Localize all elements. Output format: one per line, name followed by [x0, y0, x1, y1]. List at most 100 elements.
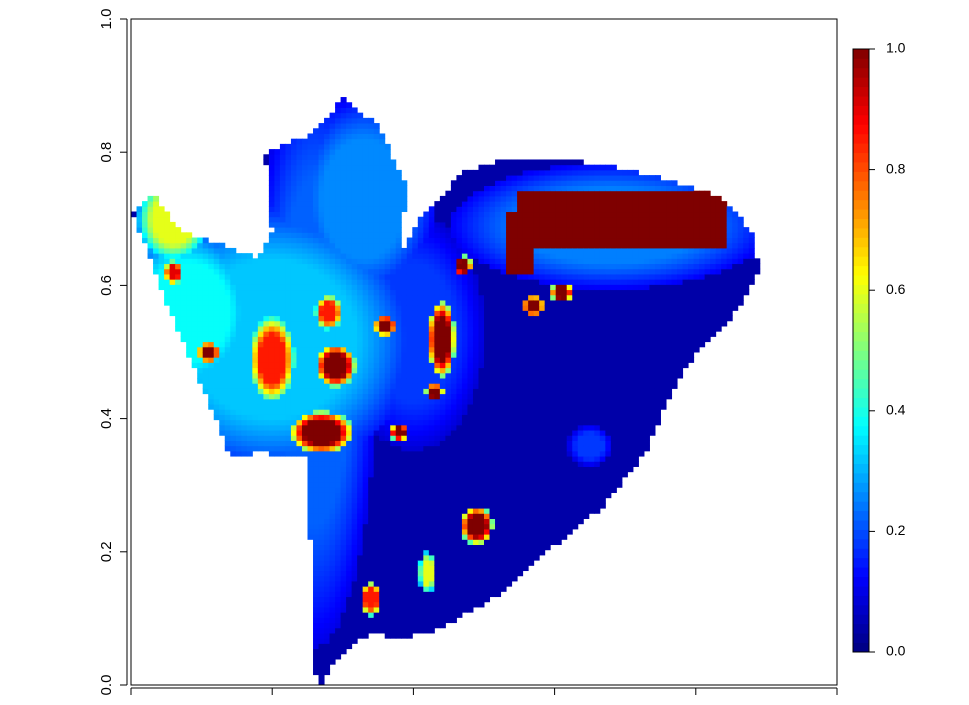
heatmap-cell: [285, 430, 292, 436]
heatmap-cell: [335, 149, 342, 155]
heatmap-cell: [522, 232, 529, 239]
heatmap-cell: [379, 164, 386, 171]
heatmap-cell: [539, 175, 546, 181]
heatmap-cell: [478, 273, 485, 280]
heatmap-cell: [202, 247, 209, 254]
heatmap-cell: [230, 424, 237, 431]
heatmap-cell: [340, 528, 347, 535]
heatmap-cell: [318, 393, 325, 400]
heatmap-cell: [489, 409, 496, 415]
heatmap-cell: [362, 133, 369, 140]
heatmap-cell: [362, 586, 369, 592]
heatmap-cell: [274, 211, 281, 218]
heatmap-cell: [241, 357, 248, 363]
heatmap-cell: [461, 461, 468, 467]
heatmap-cell: [456, 398, 463, 405]
heatmap-cell: [351, 591, 358, 598]
heatmap-cell: [346, 336, 353, 343]
heatmap-cell: [357, 570, 364, 577]
heatmap-cell: [213, 383, 220, 389]
heatmap-cell: [417, 357, 424, 363]
heatmap-cell: [395, 508, 402, 514]
heatmap-cell: [390, 299, 397, 306]
heatmap-cell: [539, 294, 546, 301]
heatmap-cell: [318, 544, 325, 551]
heatmap-cell: [533, 237, 540, 244]
heatmap-cell: [241, 258, 248, 265]
heatmap-cell: [301, 352, 308, 358]
heatmap-cell: [467, 482, 474, 488]
heatmap-cell: [456, 549, 463, 556]
heatmap-cell: [197, 253, 204, 259]
heatmap-cell: [208, 315, 215, 322]
heatmap-cell: [390, 393, 397, 400]
heatmap-cell: [484, 544, 491, 551]
heatmap-cell: [445, 404, 452, 410]
heatmap-cell: [472, 601, 479, 608]
heatmap-cell: [506, 352, 513, 358]
heatmap-cell: [351, 565, 358, 572]
heatmap-cell: [456, 586, 463, 592]
heatmap-cell: [324, 195, 331, 202]
heatmap-cell: [357, 497, 364, 504]
heatmap-cell: [346, 570, 353, 577]
heatmap-cell: [313, 305, 320, 311]
heatmap-cell: [439, 268, 446, 275]
heatmap-cell: [423, 565, 430, 572]
heatmap-cell: [495, 336, 502, 343]
heatmap-cell: [373, 253, 380, 259]
heatmap-cell: [478, 404, 485, 410]
heatmap-cell: [522, 528, 529, 535]
heatmap-cell: [384, 632, 391, 639]
heatmap-cell: [335, 643, 342, 650]
heatmap-cell: [539, 299, 546, 306]
heatmap-cell: [368, 242, 375, 249]
heatmap-cell: [439, 362, 446, 369]
heatmap-cell: [390, 575, 397, 582]
heatmap-cell: [517, 518, 524, 525]
heatmap-cell: [445, 497, 452, 504]
heatmap-cell: [357, 133, 364, 140]
heatmap-cell: [180, 310, 187, 317]
heatmap-cell: [439, 596, 446, 603]
heatmap-cell: [450, 190, 457, 197]
heatmap-cell: [456, 341, 463, 348]
heatmap-cell: [533, 482, 540, 488]
heatmap-cell: [428, 612, 435, 618]
heatmap-cell: [373, 315, 380, 322]
heatmap-cell: [533, 341, 540, 348]
heatmap-cell: [329, 601, 336, 608]
heatmap-cell: [544, 445, 551, 452]
heatmap-cell: [307, 523, 314, 530]
heatmap-cell: [346, 169, 353, 176]
heatmap-cell: [544, 221, 551, 228]
heatmap-cell: [428, 273, 435, 280]
heatmap-cell: [434, 289, 441, 296]
heatmap-cell: [390, 580, 397, 587]
heatmap-cell: [279, 253, 286, 259]
heatmap-cell: [467, 357, 474, 363]
heatmap-cell: [224, 440, 231, 447]
heatmap-cell: [346, 482, 353, 488]
heatmap-cell: [390, 513, 397, 519]
heatmap-cell: [406, 367, 413, 374]
heatmap-cell: [274, 409, 281, 415]
heatmap-cell: [478, 320, 485, 327]
heatmap-cell: [544, 258, 551, 265]
heatmap-cell: [439, 617, 446, 624]
heatmap-cell: [539, 440, 546, 447]
heatmap-cell: [153, 211, 160, 218]
heatmap-cell: [456, 513, 463, 519]
heatmap-cell: [456, 430, 463, 436]
heatmap-cell: [346, 445, 353, 452]
heatmap-cell: [158, 242, 165, 249]
heatmap-cell: [296, 253, 303, 259]
heatmap-cell: [346, 117, 353, 124]
heatmap-cell: [478, 596, 485, 603]
heatmap-cell: [417, 310, 424, 317]
heatmap-cell: [472, 393, 479, 400]
heatmap-cell: [313, 206, 320, 213]
heatmap-cell: [301, 430, 308, 436]
heatmap-cell: [539, 508, 546, 514]
heatmap-cell: [252, 325, 259, 332]
